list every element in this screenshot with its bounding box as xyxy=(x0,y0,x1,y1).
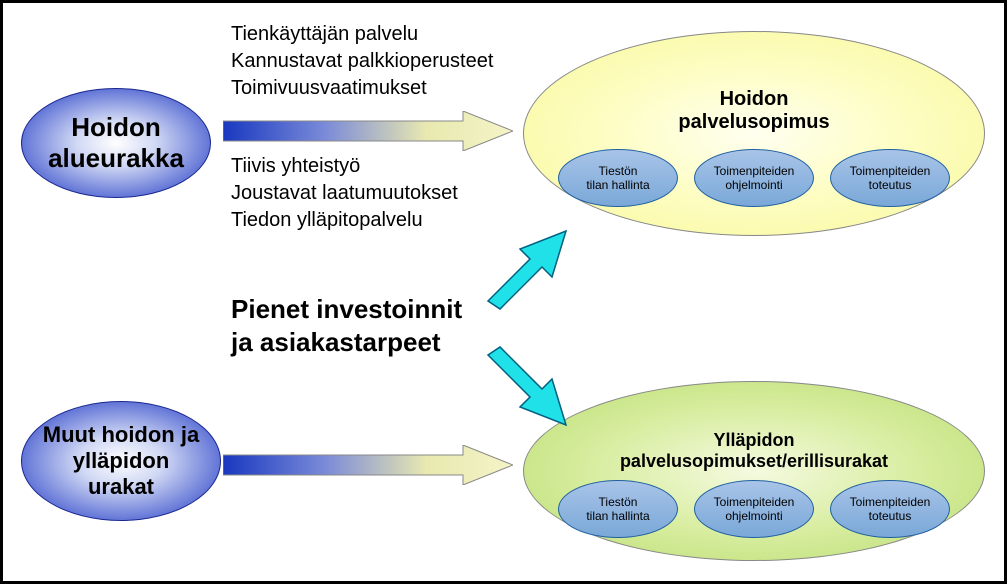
sub-label: ohjelmointi xyxy=(714,509,795,523)
sub-label: tilan hallinta xyxy=(586,178,649,192)
text-block-mid: Tiivis yhteistyö Joustavat laatumuutokse… xyxy=(231,153,458,234)
node-label: urakat xyxy=(43,474,199,500)
node-title: palvelusopimus xyxy=(678,111,829,134)
sub-label: toteutus xyxy=(850,509,931,523)
sub-label: ohjelmointi xyxy=(714,178,795,192)
sub-label: tilan hallinta xyxy=(586,509,649,523)
arrow-cyan-down xyxy=(468,343,578,433)
diagram-frame: Hoidon alueurakka Muut hoidon ja ylläpid… xyxy=(0,0,1007,584)
sub-node-ohjelmointi: Toimenpiteiden ohjelmointi xyxy=(694,480,814,538)
node-label: alueurakka xyxy=(48,143,184,174)
text-line: Kannustavat palkkioperusteet xyxy=(231,48,493,75)
sub-node-toteutus: Toimenpiteiden toteutus xyxy=(830,480,950,538)
arrow-cyan-up xyxy=(468,223,578,313)
node-label: Hoidon xyxy=(48,112,184,143)
sub-node-tieston: Tiestön tilan hallinta xyxy=(558,149,678,207)
node-title: palvelusopimukset/erillisurakat xyxy=(620,451,888,472)
arrow-gradient-bottom xyxy=(223,445,513,485)
text-line: Tienkäyttäjän palvelu xyxy=(231,21,493,48)
node-hoidon-palvelusopimus: Hoidon palvelusopimus Tiestön tilan hall… xyxy=(523,31,985,236)
node-title: Ylläpidon xyxy=(620,430,888,451)
center-line: ja asiakastarpeet xyxy=(231,326,462,359)
text-line: Tiedon ylläpitopalvelu xyxy=(231,207,458,234)
sub-label: Tiestön xyxy=(586,495,649,509)
node-label: Muut hoidon ja xyxy=(43,422,199,448)
text-line: Tiivis yhteistyö xyxy=(231,153,458,180)
arrow-gradient-top xyxy=(223,111,513,151)
text-block-top: Tienkäyttäjän palvelu Kannustavat palkki… xyxy=(231,21,493,102)
sub-label: Toimenpiteiden xyxy=(850,164,931,178)
sub-label: Tiestön xyxy=(586,164,649,178)
text-line: Joustavat laatumuutokset xyxy=(231,180,458,207)
node-title: Hoidon xyxy=(678,88,829,111)
sub-label: Toimenpiteiden xyxy=(850,495,931,509)
center-label: Pienet investoinnit ja asiakastarpeet xyxy=(231,293,462,358)
text-line: Toimivuusvaatimukset xyxy=(231,75,493,102)
node-label: ylläpidon xyxy=(43,448,199,474)
sub-node-ohjelmointi: Toimenpiteiden ohjelmointi xyxy=(694,149,814,207)
sub-node-toteutus: Toimenpiteiden toteutus xyxy=(830,149,950,207)
node-hoidon-alueurakka: Hoidon alueurakka xyxy=(21,88,211,198)
center-line: Pienet investoinnit xyxy=(231,293,462,326)
sub-label: Toimenpiteiden xyxy=(714,164,795,178)
sub-node-tieston: Tiestön tilan hallinta xyxy=(558,480,678,538)
node-muut-urakat: Muut hoidon ja ylläpidon urakat xyxy=(21,401,221,521)
sub-label: Toimenpiteiden xyxy=(714,495,795,509)
sub-label: toteutus xyxy=(850,178,931,192)
node-yllapidon-palvelusopimukset: Ylläpidon palvelusopimukset/erillisuraka… xyxy=(523,381,985,561)
